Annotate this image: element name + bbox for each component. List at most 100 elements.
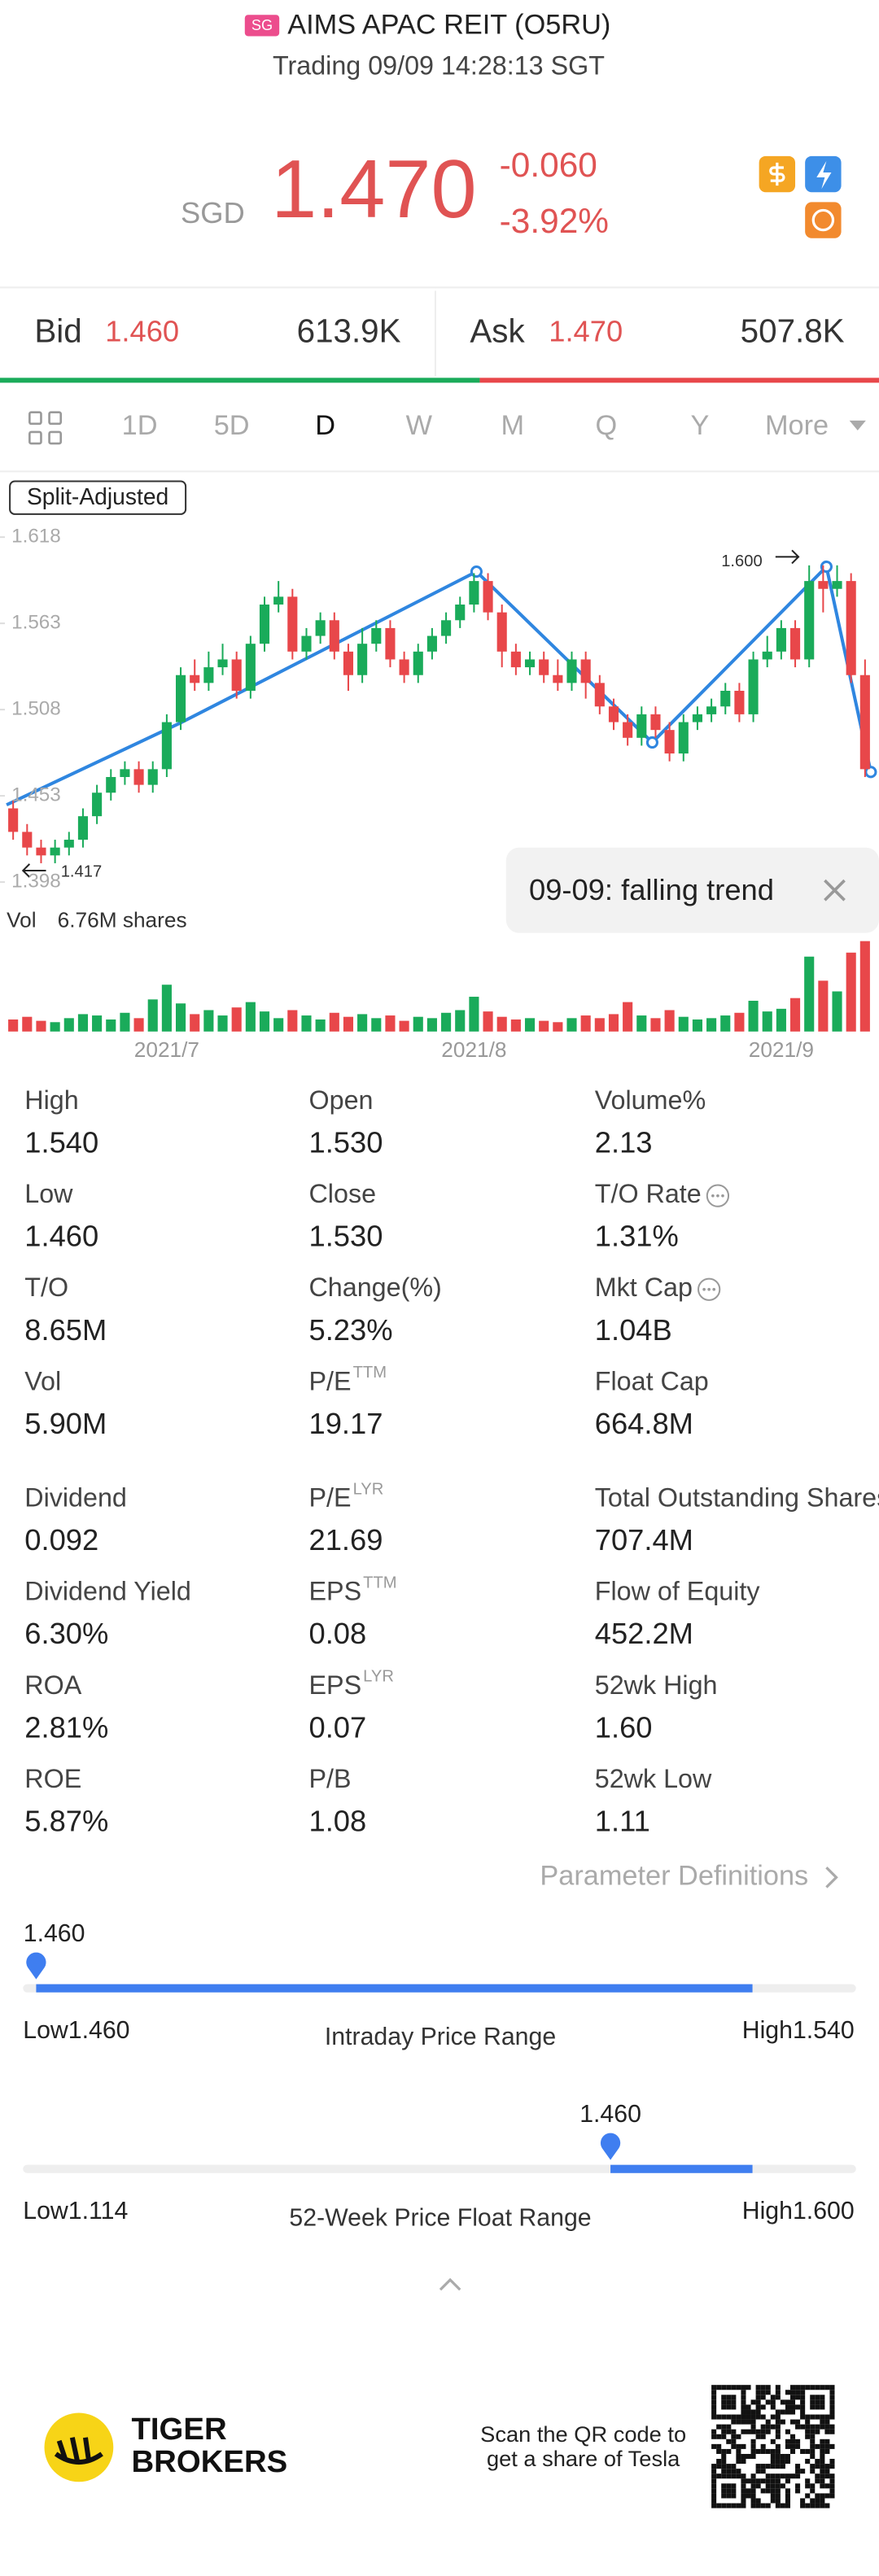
range-fill [36, 1984, 753, 1993]
qr-module [746, 2488, 751, 2494]
tab[interactable]: M [501, 410, 525, 441]
qr-module [711, 2464, 717, 2469]
qr-module [770, 2493, 776, 2499]
qr-module [721, 2429, 727, 2434]
qr-module [726, 2414, 732, 2420]
qr-module [820, 2419, 825, 2425]
tab[interactable]: D [315, 410, 335, 441]
volume-bar [678, 1016, 689, 1032]
candle-body [50, 847, 60, 856]
qr-module [755, 2483, 761, 2489]
tab[interactable]: W [406, 410, 433, 441]
qr-module [711, 2429, 717, 2434]
qr-module [731, 2395, 737, 2400]
range-low-label: Low [23, 2017, 68, 2044]
volume-bar [245, 1002, 256, 1032]
qr-module [805, 2493, 811, 2499]
qr-module [736, 2453, 741, 2460]
qr-module [770, 2483, 776, 2489]
qr-module [755, 2409, 761, 2415]
stat-label: Open [309, 1085, 374, 1115]
qr-module [795, 2390, 801, 2395]
qr-module [765, 2385, 771, 2390]
qr-module [789, 2404, 796, 2410]
stat-label: 52wk Low [595, 1764, 712, 1793]
qr-module [795, 2483, 801, 2489]
qr-module [815, 2404, 820, 2410]
stat-value: 1.60 [595, 1710, 653, 1744]
qr-module [741, 2473, 746, 2479]
qr-module [789, 2448, 796, 2454]
volume-bar [63, 1018, 74, 1032]
qr-module [721, 2395, 727, 2400]
qr-module [726, 2399, 732, 2405]
info-icon [706, 1184, 730, 1207]
volume-bar [315, 1019, 326, 1032]
volume-bar [859, 941, 870, 1032]
volume-bar [147, 999, 158, 1032]
stat-value: 19.17 [309, 1407, 383, 1440]
candle-body [371, 627, 382, 644]
volume-bar [594, 1018, 605, 1032]
qr-module [721, 2453, 727, 2460]
qr-module [726, 2473, 732, 2479]
volume-bar [789, 998, 801, 1032]
stat-label: T/O Rate [595, 1179, 702, 1208]
qr-module [711, 2493, 717, 2499]
stat-sup: TTM [363, 1574, 396, 1591]
qr-module [805, 2429, 811, 2434]
qr-module [810, 2503, 816, 2508]
qr-module [721, 2448, 727, 2454]
layout-icon[interactable] [28, 411, 63, 445]
candle-body [106, 776, 116, 793]
candle-body [36, 847, 46, 856]
qr-module [820, 2464, 825, 2469]
qr-module [820, 2453, 825, 2460]
qr-module [805, 2483, 811, 2489]
qr-module [750, 2493, 756, 2499]
candle-body [203, 667, 214, 683]
qr-module [750, 2498, 756, 2504]
volume-bar [36, 1020, 46, 1032]
stat-label: T/O [24, 1273, 68, 1302]
qr-module [820, 2469, 825, 2474]
candle-body [133, 769, 144, 785]
qr-module [829, 2404, 835, 2410]
x-tick-label: 2021/8 [441, 1037, 506, 1062]
candle-body [426, 635, 437, 652]
stat-label: Mkt Cap [595, 1273, 693, 1302]
tab[interactable]: More [765, 410, 829, 441]
qr-module [746, 2404, 751, 2410]
x-tick-label: 2021/7 [134, 1037, 199, 1062]
stat-value: 0.07 [309, 1710, 367, 1744]
qr-module [789, 2385, 796, 2390]
candle-body [706, 706, 717, 714]
qr-module [736, 2385, 741, 2390]
stat-label: P/B [309, 1764, 352, 1793]
tooltip-close[interactable] [824, 879, 846, 902]
volume-bar [650, 1018, 661, 1032]
icon-option[interactable] [805, 202, 842, 238]
parameter-link[interactable]: Parameter Definitions [540, 1860, 808, 1891]
qr-module [721, 2473, 727, 2479]
qr-module [731, 2438, 737, 2444]
tab[interactable]: 1D [122, 410, 158, 441]
qr-module [736, 2434, 741, 2439]
tab[interactable]: Y [691, 410, 710, 441]
candle-body [664, 730, 675, 754]
qr-module [775, 2503, 781, 2508]
qr-module [824, 2473, 830, 2479]
stock-name: AIMS APAC REIT (O5RU) [287, 9, 610, 40]
tab[interactable]: 5D [214, 410, 250, 441]
qr-text: get a share of Tesla [487, 2446, 680, 2471]
collapse[interactable] [439, 2277, 461, 2291]
qr-module [775, 2483, 781, 2489]
stat-label: Change(%) [309, 1273, 442, 1302]
candle-body [623, 722, 633, 738]
qr-module [805, 2385, 811, 2390]
qr-module [800, 2399, 806, 2405]
change: -0.060 [500, 146, 597, 184]
qr-module [780, 2483, 785, 2489]
qr-module [775, 2453, 781, 2460]
tab[interactable]: Q [596, 410, 618, 441]
